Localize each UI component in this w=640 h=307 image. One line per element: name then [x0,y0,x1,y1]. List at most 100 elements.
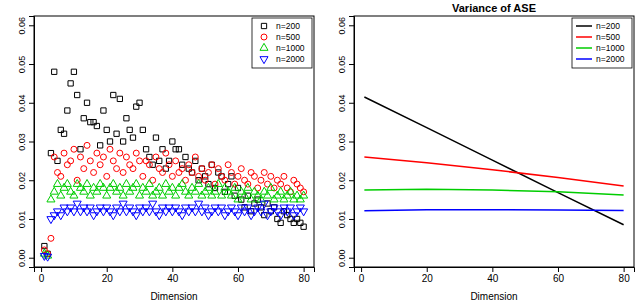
point [107,146,113,152]
y-tick: 0.05 [337,56,354,74]
x-axis-title: Dimension [470,291,517,302]
point [211,187,219,194]
point [176,170,182,176]
x-axis: 020406080 [355,267,635,284]
point [147,154,152,159]
plot-area [364,97,623,225]
point [204,183,212,190]
legend: n=200n=500n=1000n=2000 [572,18,632,68]
y-tick-label: 0.00 [17,249,27,267]
point [191,187,199,194]
x-axis-title: Dimension [150,291,197,302]
point [88,119,93,124]
point [78,147,83,152]
point [153,154,159,160]
point [61,150,67,156]
x-tick-mark [172,267,173,272]
point [130,166,136,172]
point [47,195,55,202]
legend-item: n=2000 [260,54,305,64]
point [52,69,57,74]
point [91,170,97,176]
point [97,162,103,168]
legend-swatch [576,47,592,49]
point [68,81,73,86]
point [140,127,145,132]
legend-item: n=500 [576,32,620,42]
point [291,220,296,225]
point [199,166,205,172]
point [264,213,272,220]
point [290,213,298,220]
y-tick-label: 0.05 [17,56,27,74]
point [67,187,75,194]
point [58,173,64,179]
point [117,150,123,156]
y-tick-mark [29,25,34,26]
legend-label: n=500 [596,32,620,42]
point [163,166,168,171]
x-tick-label: 40 [487,273,499,284]
y-tick-mark [29,64,34,65]
point [132,213,140,220]
point [228,170,234,176]
point [202,177,208,183]
point [278,220,283,225]
series [364,210,623,211]
point [277,213,285,220]
point [132,179,140,186]
point [298,220,303,225]
point [94,123,99,128]
x-tick: 60 [553,267,565,284]
point [137,158,143,164]
y-tick-mark [349,25,354,26]
point [81,116,86,121]
point [114,131,119,136]
point [156,166,162,172]
point [140,173,146,179]
point [241,191,249,198]
x-tick-label: 40 [167,273,179,284]
point [163,150,169,156]
point [81,166,87,172]
point [130,135,135,140]
point [234,213,242,220]
series [40,201,307,261]
y-tick-mark [349,258,354,259]
point [176,147,181,152]
point [91,119,96,124]
legend-label: n=1000 [276,43,305,53]
y-tick: 0.03 [17,133,34,151]
point [247,213,255,220]
x-tick: 0 [39,267,45,284]
point [77,154,83,160]
legend-label: n=200 [596,21,620,31]
point [153,135,158,140]
point [47,217,55,224]
point [189,170,194,175]
point [186,162,192,168]
point [199,166,204,171]
y-tick-label: 0.02 [17,172,27,190]
x-tick: 80 [619,267,631,284]
point [300,209,308,216]
plot-frame [354,16,634,267]
point [120,139,125,144]
point [104,173,110,179]
x-axis-line [355,268,635,273]
point [87,158,93,164]
x-tick: 0 [359,267,365,284]
point [297,185,303,191]
point [149,201,157,208]
legend-swatch [576,25,592,27]
point [173,158,179,164]
x-tick-label: 0 [39,273,45,284]
y-tick: 0.02 [337,172,354,190]
point [235,173,241,179]
y-tick: 0.06 [17,17,34,35]
point [258,177,264,183]
legend-item: n=500 [261,32,300,42]
point [96,179,104,186]
x-axis: 020406080 [35,267,315,284]
legend-item: n=1000 [260,43,305,53]
